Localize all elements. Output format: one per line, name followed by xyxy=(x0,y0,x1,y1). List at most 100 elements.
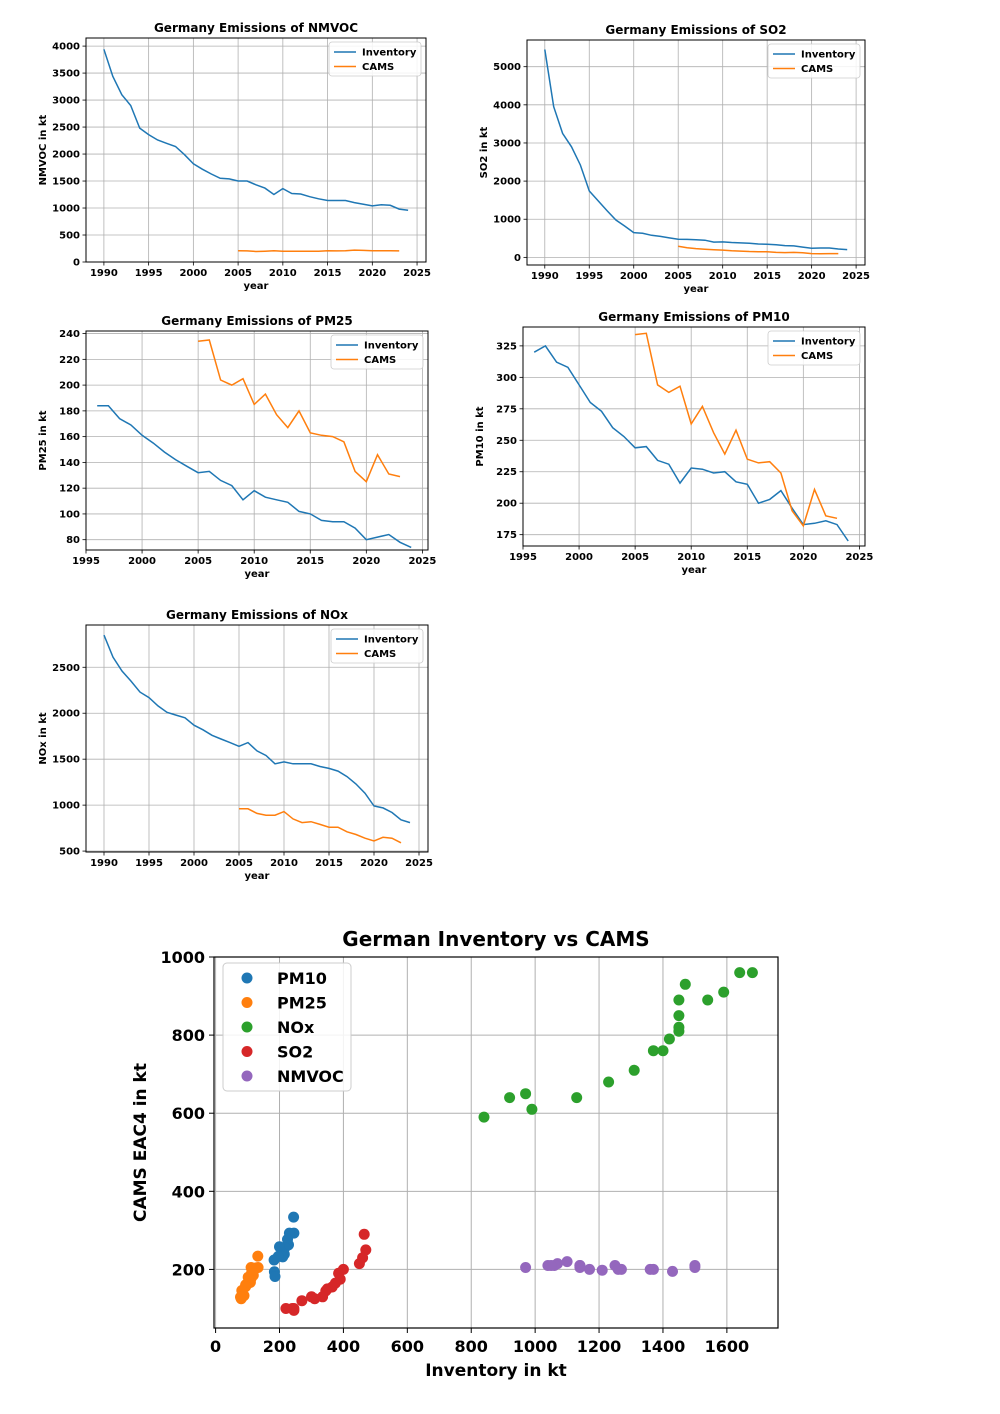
x-tick-label: 1600 xyxy=(705,1337,750,1356)
point-nox xyxy=(673,994,685,1006)
point-nox xyxy=(734,967,746,979)
point-nox xyxy=(657,1045,669,1057)
y-tick-label: 160 xyxy=(59,432,80,443)
y-tick-label: 1000 xyxy=(160,948,205,967)
x-tick-label: 2005 xyxy=(184,556,212,567)
legend-label: Inventory xyxy=(364,635,419,646)
point-nox xyxy=(718,986,730,998)
x-tick-label: 2005 xyxy=(664,271,692,282)
y-tick-label: 180 xyxy=(59,406,80,417)
y-tick-label: 3000 xyxy=(52,96,80,107)
x-tick-label: 1995 xyxy=(135,268,163,279)
x-tick-label: 1000 xyxy=(513,1337,558,1356)
x-axis-label: year xyxy=(245,871,270,882)
series-line-cams xyxy=(239,808,402,844)
y-tick-label: 220 xyxy=(59,355,80,366)
point-so2 xyxy=(280,1303,292,1314)
chart-title: Germany Emissions of NMVOC xyxy=(154,21,358,35)
point-pm10 xyxy=(274,1241,285,1253)
point-nmvoc xyxy=(584,1263,595,1275)
point-nox xyxy=(504,1092,516,1104)
x-tick-label: 2015 xyxy=(296,556,324,567)
point-nox xyxy=(520,1088,532,1100)
y-axis-label: SO2 in kt xyxy=(479,126,490,178)
point-nox xyxy=(679,978,691,990)
series-line-inventory xyxy=(97,404,412,549)
y-tick-label: 800 xyxy=(172,1026,205,1045)
y-tick-label: 1500 xyxy=(52,755,80,766)
x-tick-label: 2000 xyxy=(180,858,208,869)
y-tick-label: 4000 xyxy=(493,100,521,111)
legend-box xyxy=(222,962,352,1092)
legend: Inventory CAMS xyxy=(328,41,422,77)
x-tick-label: 200 xyxy=(263,1337,296,1356)
point-nmvoc xyxy=(574,1260,586,1271)
x-tick-label: 2005 xyxy=(621,552,649,563)
x-tick-label: 1995 xyxy=(72,556,100,567)
legend-label: PM10 xyxy=(277,969,327,988)
plot-frame xyxy=(85,37,427,263)
x-tick-label: 0 xyxy=(210,1337,221,1356)
x-axis-label: year xyxy=(245,569,270,580)
x-tick-label: 2020 xyxy=(358,268,386,279)
x-tick-label: 2015 xyxy=(315,858,343,869)
legend-label: SO2 xyxy=(277,1043,313,1062)
chart-nox: 1990 1995 2000 2005 2010 2015 2020 2025 500 1000 1… xyxy=(38,608,433,882)
y-tick-label: 500 xyxy=(59,847,80,858)
y-axis-label: PM25 in kt xyxy=(38,410,49,470)
legend-marker xyxy=(241,1021,253,1033)
y-tick-label: 140 xyxy=(59,458,80,469)
y-tick-label: 2000 xyxy=(52,709,80,720)
y-tick-label: 1000 xyxy=(493,215,521,226)
x-tick-label: 600 xyxy=(391,1337,424,1356)
x-tick-label: 2025 xyxy=(845,552,873,563)
y-tick-label: 1000 xyxy=(52,801,80,812)
point-nox xyxy=(571,1092,583,1104)
x-tick-label: 2020 xyxy=(360,858,388,869)
y-tick-label: 2500 xyxy=(52,123,80,134)
legend-marker xyxy=(241,1070,253,1082)
x-tick-label: 2020 xyxy=(352,556,380,567)
x-tick-label: 1995 xyxy=(575,271,603,282)
y-tick-label: 2000 xyxy=(52,150,80,161)
legend-label: NMVOC xyxy=(277,1067,344,1086)
legend-marker xyxy=(241,972,253,984)
x-tick-label: 2025 xyxy=(842,271,870,282)
x-tick-label: 2025 xyxy=(408,556,436,567)
legend-label: Inventory xyxy=(364,341,419,352)
point-nox xyxy=(663,1033,675,1045)
legend-label: CAMS xyxy=(364,649,396,660)
legend: Inventory CAMS xyxy=(767,330,861,366)
point-nmvoc xyxy=(561,1256,573,1268)
y-tick-label: 275 xyxy=(496,404,517,415)
series-line-cams xyxy=(198,339,401,483)
chart-pm10: 1995 2000 2005 2010 2015 2020 2025 175 200 225 250… xyxy=(475,310,873,576)
x-tick-label: 1995 xyxy=(135,858,163,869)
x-tick-label: 2010 xyxy=(269,268,297,279)
chart-title: Germany Emissions of SO2 xyxy=(605,23,786,37)
point-nox xyxy=(603,1076,615,1088)
y-tick-label: 225 xyxy=(496,467,517,478)
chart-title: German Inventory vs CAMS xyxy=(342,927,649,951)
point-nmvoc xyxy=(545,1260,557,1271)
y-axis-label: NOx in kt xyxy=(38,712,49,764)
point-pm10 xyxy=(268,1254,280,1266)
y-tick-label: 240 xyxy=(59,329,80,340)
chart-pm25: 1995 2000 2005 2010 2015 2020 2025 80 100 120 140 1… xyxy=(38,314,436,580)
point-nmvoc xyxy=(520,1262,532,1273)
x-tick-label: 800 xyxy=(455,1337,488,1356)
legend-label: Inventory xyxy=(801,50,856,61)
y-axis-label: NMVOC in kt xyxy=(38,114,49,185)
y-tick-label: 2000 xyxy=(493,177,521,188)
x-tick-label: 2015 xyxy=(753,271,781,282)
series-line-inventory xyxy=(103,49,409,211)
x-tick-label: 2025 xyxy=(403,268,431,279)
point-nmvoc xyxy=(667,1265,678,1277)
x-tick-label: 1990 xyxy=(531,271,559,282)
y-tick-label: 400 xyxy=(172,1182,205,1201)
x-tick-label: 2015 xyxy=(733,552,761,563)
y-tick-label: 0 xyxy=(514,253,521,264)
point-pm25 xyxy=(252,1250,264,1262)
y-tick-label: 3500 xyxy=(52,69,80,80)
y-tick-label: 175 xyxy=(496,530,517,541)
